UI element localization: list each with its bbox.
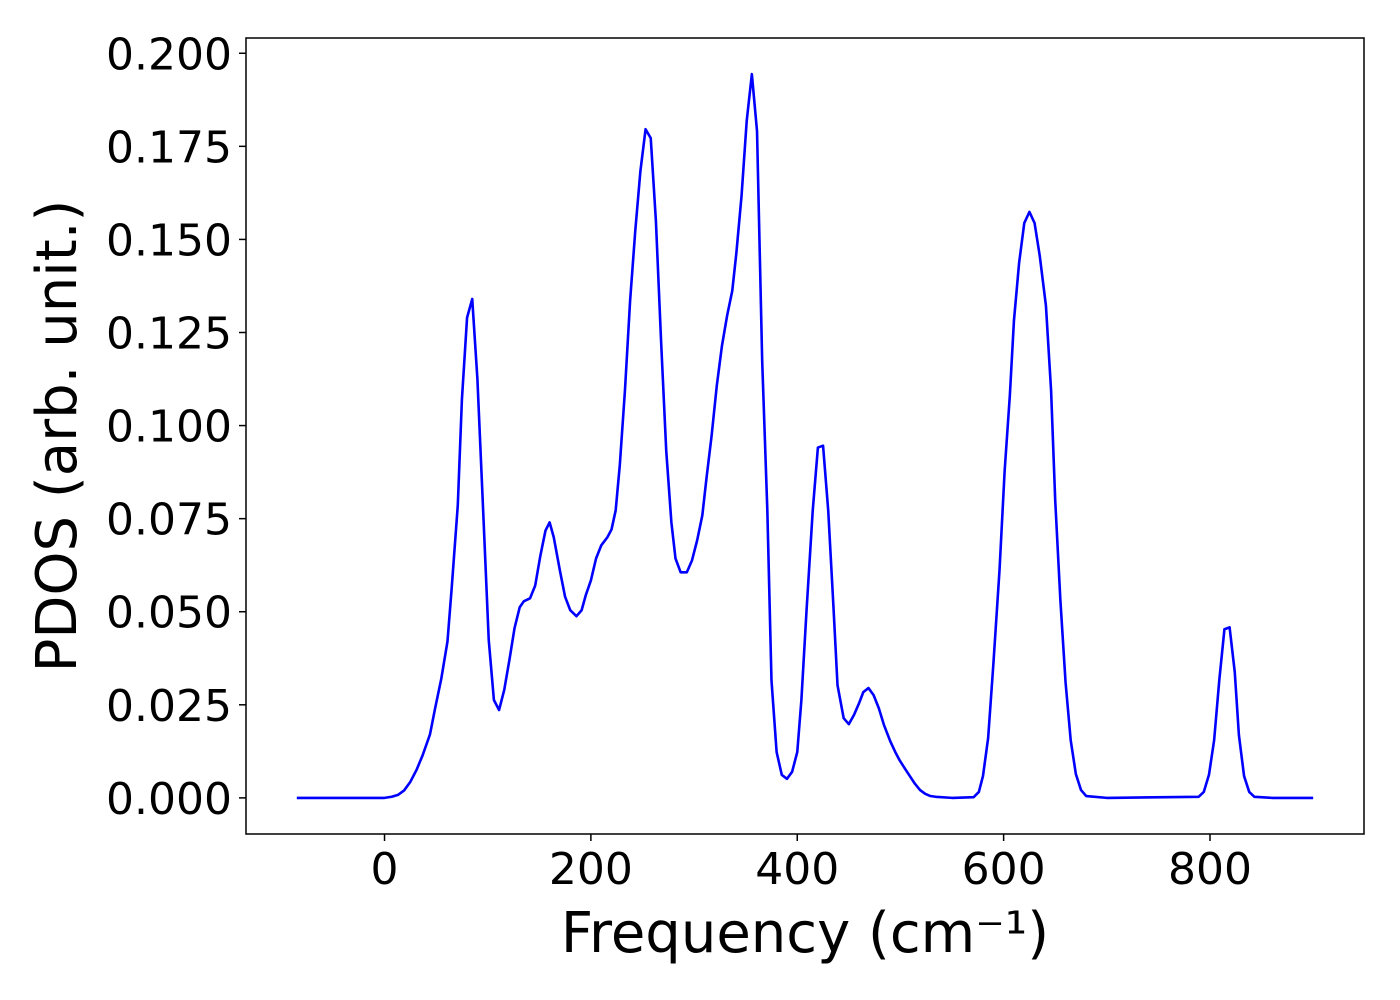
y-tick-label: 0.200 (106, 29, 232, 80)
y-axis-label: PDOS (arb. unit.) (25, 200, 90, 673)
x-tick-label: 0 (371, 844, 399, 895)
x-tick-label: 800 (1168, 844, 1252, 895)
plot-frame (245, 37, 1365, 835)
x-axis-label: Frequency (cm⁻¹) (561, 901, 1049, 966)
x-tick-label: 600 (962, 844, 1046, 895)
y-tick-label: 0.175 (106, 122, 232, 173)
y-tick-label: 0.075 (106, 495, 232, 546)
y-tick-label: 0.000 (106, 774, 232, 825)
data-line (296, 72, 1314, 800)
y-tick-label: 0.100 (106, 402, 232, 453)
y-tick-label: 0.025 (106, 681, 232, 732)
x-tick-label: 200 (549, 844, 633, 895)
y-tick-label: 0.125 (106, 308, 232, 359)
x-tick-label: 400 (755, 844, 839, 895)
y-tick-label: 0.150 (106, 215, 232, 266)
y-tick-label: 0.050 (106, 588, 232, 639)
